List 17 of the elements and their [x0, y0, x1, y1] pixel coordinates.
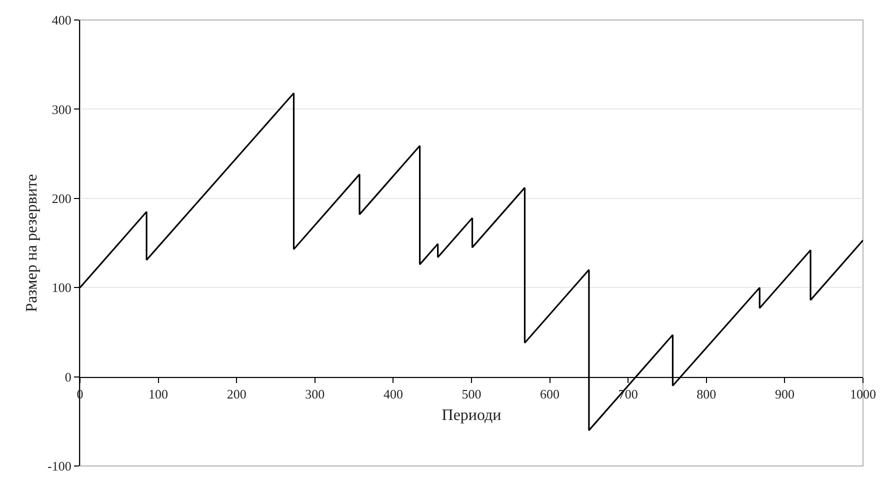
x-tick-label: 400: [383, 386, 403, 402]
x-tick-label: 600: [540, 386, 560, 402]
y-tick-label: 300: [52, 102, 72, 117]
y-tick-label: 400: [52, 12, 72, 28]
y-tick-label: 0: [64, 369, 72, 384]
x-tick-label: 1000: [850, 386, 876, 402]
y-tick-label: 200: [52, 190, 72, 206]
x-tick-label: 500: [462, 386, 482, 402]
y-axis-title: Размер на резервите: [23, 174, 40, 312]
x-tick-label: 100: [148, 386, 168, 402]
x-tick-label: 800: [696, 386, 716, 402]
x-axis-title: Периоди: [442, 407, 502, 424]
y-tick-label: -100: [48, 458, 72, 474]
x-tick-label: 200: [226, 386, 246, 402]
x-tick-label: 300: [305, 386, 325, 402]
x-tick-label: 900: [774, 386, 794, 402]
y-tick-label: 100: [52, 280, 72, 296]
